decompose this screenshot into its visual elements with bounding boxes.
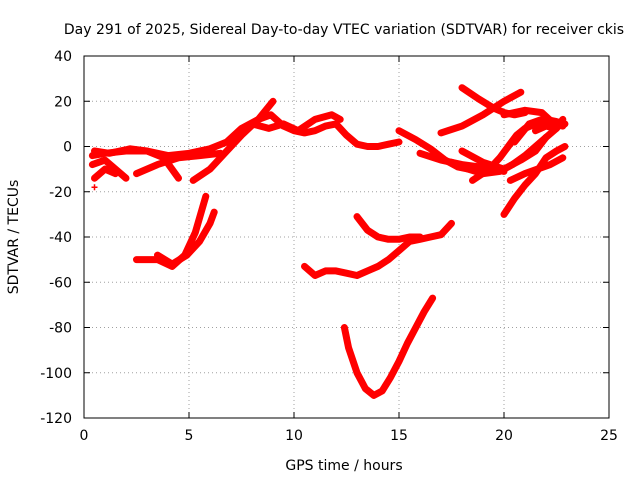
y-tick-label: 20 [54, 94, 72, 110]
y-tick-labels: -120 -100 -80 -60 -40 -20 0 20 40 [40, 49, 72, 427]
series-line-6 [189, 111, 403, 184]
data-series [88, 84, 569, 399]
y-tick-label: -20 [49, 185, 72, 201]
x-tick-label: 15 [390, 428, 408, 444]
series-line-7 [248, 111, 344, 135]
series-line-23 [500, 143, 569, 218]
series-line-5 [133, 149, 224, 178]
y-tick-label: -80 [49, 321, 72, 337]
y-tick-label: 40 [54, 49, 72, 65]
series-line-4 [91, 165, 119, 182]
x-tick-labels: 0 5 10 15 20 25 [80, 428, 618, 444]
x-tick-label: 5 [185, 428, 194, 444]
x-tick-label: 0 [80, 428, 89, 444]
series-line-19 [437, 88, 525, 137]
y-tick-label: -100 [40, 366, 72, 382]
x-tick-label: 20 [495, 428, 513, 444]
series-line-3 [88, 156, 130, 182]
x-tick-label: 10 [285, 428, 303, 444]
series-line-16 [448, 124, 560, 178]
chart-title: Day 291 of 2025, Sidereal Day-to-day VTE… [64, 22, 624, 38]
x-axis-title: GPS time / hours [285, 458, 402, 474]
y-tick-label: -120 [40, 411, 72, 427]
x-tick-label: 25 [600, 428, 618, 444]
y-tick-label: -60 [49, 275, 72, 291]
series-line-9 [154, 208, 218, 268]
plot-frame [83, 55, 610, 419]
series-line-22 [532, 115, 567, 135]
y-tick-label: 0 [63, 140, 72, 156]
series-line-11 [353, 213, 424, 243]
y-axis-title: SDTVAR / TECUs [6, 180, 22, 295]
series-line-12 [340, 294, 437, 399]
series-line-24 [506, 154, 567, 184]
series-point [91, 184, 98, 191]
y-tick-label: -40 [49, 230, 72, 246]
series-line-10 [301, 219, 455, 279]
